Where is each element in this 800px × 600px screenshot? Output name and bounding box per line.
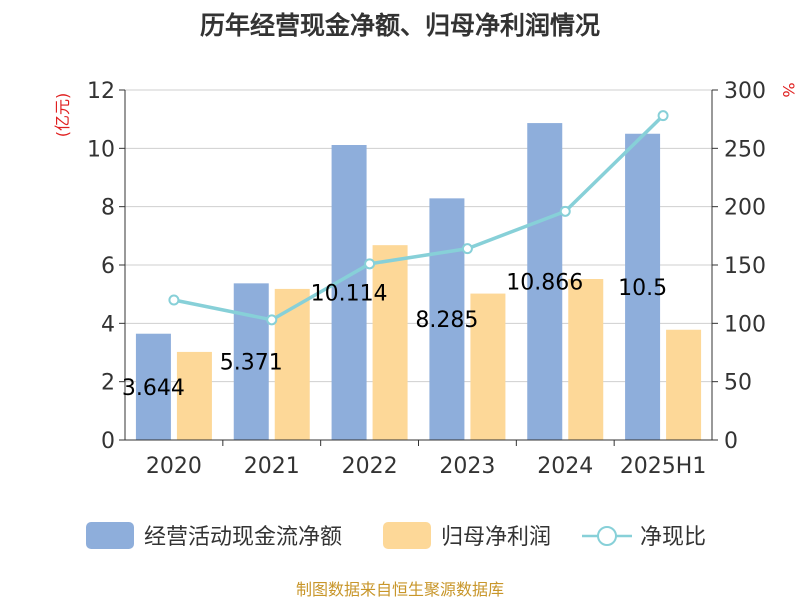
grid bbox=[125, 89, 712, 383]
x-tick-label: 2024 bbox=[537, 454, 593, 479]
chart-title: 历年经营现金净额、归母净利润情况 bbox=[200, 11, 600, 40]
bar-operating-cash-flow bbox=[233, 283, 269, 440]
data-label: 8.285 bbox=[415, 308, 478, 333]
line-series bbox=[168, 110, 669, 326]
bar-operating-cash-flow bbox=[625, 133, 661, 440]
source-note: 制图数据来自恒生聚源数据库 bbox=[296, 580, 504, 599]
bar-operating-cash-flow bbox=[135, 333, 171, 440]
left-tick-label: 0 bbox=[101, 429, 115, 454]
left-axis-label: (亿元) bbox=[53, 93, 72, 138]
bar-operating-cash-flow bbox=[331, 145, 367, 440]
legend-swatch-cash-flow bbox=[86, 522, 134, 549]
x-tick-label: 2025H1 bbox=[620, 454, 707, 479]
legend-label-ratio: 净现比 bbox=[640, 525, 706, 550]
bar-net-profit bbox=[176, 351, 212, 440]
left-tick-label: 6 bbox=[101, 254, 115, 279]
ratio-point bbox=[657, 110, 669, 122]
bar-operating-cash-flow bbox=[429, 198, 465, 440]
ratio-point bbox=[168, 294, 180, 306]
ratio-point bbox=[364, 258, 376, 270]
data-label: 10.866 bbox=[506, 271, 583, 296]
left-tick-label: 10 bbox=[87, 137, 115, 162]
bars bbox=[135, 123, 702, 440]
legend-swatch-net-profit bbox=[383, 522, 431, 549]
ratio-point bbox=[461, 243, 473, 255]
legend-label-cash-flow: 经营活动现金流净额 bbox=[144, 525, 342, 550]
x-tick-label: 2020 bbox=[146, 454, 202, 479]
bar-net-profit bbox=[470, 293, 506, 440]
legend: 经营活动现金流净额 归母净利润 净现比 bbox=[86, 522, 706, 550]
bar-operating-cash-flow bbox=[527, 123, 563, 440]
x-tick-label: 2023 bbox=[439, 454, 495, 479]
right-tick-label: 200 bbox=[724, 196, 766, 221]
right-axis-label: % bbox=[779, 82, 798, 97]
right-tick-label: 150 bbox=[724, 254, 766, 279]
left-tick-label: 2 bbox=[101, 371, 115, 396]
data-label: 3.644 bbox=[122, 376, 185, 401]
legend-marker-ratio bbox=[597, 526, 617, 546]
data-label: 5.371 bbox=[220, 351, 283, 376]
bar-net-profit bbox=[372, 245, 408, 440]
right-tick-label: 0 bbox=[724, 429, 738, 454]
left-tick-label: 12 bbox=[87, 79, 115, 104]
ratio-point bbox=[266, 314, 278, 326]
ratio-point bbox=[559, 205, 571, 217]
right-tick-label: 100 bbox=[724, 312, 766, 337]
x-tick-label: 2022 bbox=[342, 454, 398, 479]
bar-net-profit bbox=[666, 329, 702, 440]
data-label: 10.114 bbox=[311, 282, 388, 307]
axes: 0 2 4 6 8 10 12 0 50 100 150 200 250 300 2020 2021 2022 2… bbox=[87, 79, 766, 479]
left-tick-label: 8 bbox=[101, 196, 115, 221]
left-tick-label: 4 bbox=[101, 312, 115, 337]
data-label: 10.5 bbox=[618, 276, 667, 301]
right-tick-label: 250 bbox=[724, 137, 766, 162]
bar-net-profit bbox=[568, 279, 604, 440]
x-tick-label: 2021 bbox=[244, 454, 300, 479]
ratio-line bbox=[173, 114, 665, 322]
data-labels: 3.644 5.371 10.114 8.285 10.866 10.5 bbox=[122, 271, 667, 401]
right-tick-label: 50 bbox=[724, 371, 752, 396]
right-tick-label: 300 bbox=[724, 79, 766, 104]
legend-label-net-profit: 归母净利润 bbox=[441, 525, 551, 550]
